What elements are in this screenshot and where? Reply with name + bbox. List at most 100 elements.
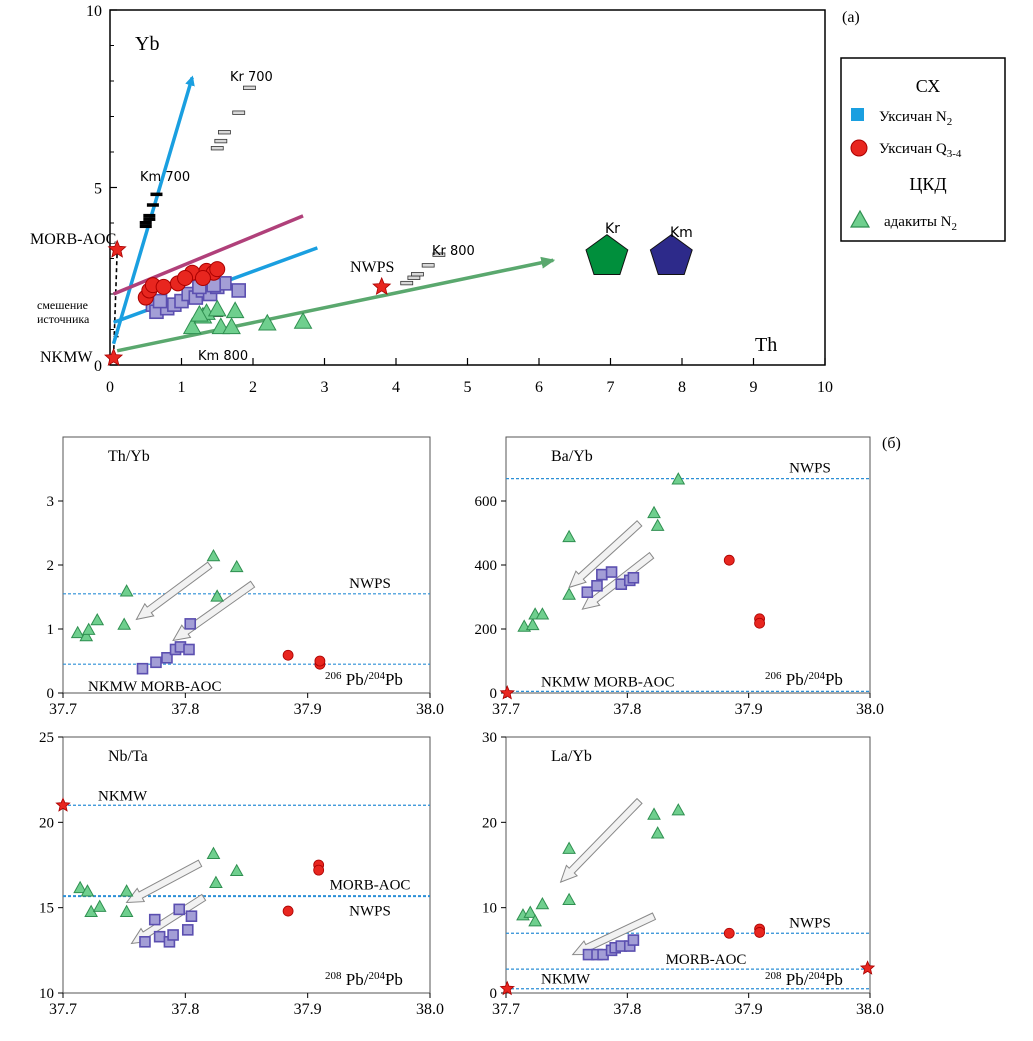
adakite-point	[562, 892, 576, 906]
kr700-tick	[243, 85, 256, 90]
subchart-xlabel: 206 Pb/204Pb	[325, 670, 403, 689]
km-pentagon	[649, 234, 693, 275]
reference-line-label: NKMW MORB-AOC	[88, 679, 221, 695]
panel-b-label: (б)	[882, 435, 901, 452]
uksichan-q-point	[723, 554, 735, 566]
uksichan-q-point	[194, 270, 211, 287]
adakite-point	[229, 863, 244, 877]
y-tick-label: 400	[475, 558, 498, 574]
subchart-frame	[62, 436, 431, 694]
y-tick-label: 25	[39, 730, 54, 746]
adakite-point	[671, 803, 686, 816]
label-morb-aoc: MORB-AOC	[30, 231, 116, 248]
legend-frame	[840, 57, 1006, 242]
subchart-xlabel: 208 Pb/204Pb	[325, 970, 403, 989]
y-tick-label: 0	[94, 358, 102, 375]
kr700-tick	[232, 110, 246, 115]
kr800-tick	[400, 280, 414, 286]
x-tick-label: 37.9	[735, 1001, 763, 1018]
adakite-point	[528, 914, 542, 927]
adakite-point	[73, 880, 87, 894]
y-tick-label: 20	[482, 815, 497, 831]
uksichan-n2-point	[605, 566, 618, 578]
adakite-point	[257, 313, 277, 331]
x-tick-label: 38.0	[416, 1001, 444, 1018]
adakite-point	[210, 589, 224, 602]
label-km: Km	[670, 225, 693, 241]
subchart-frame	[505, 436, 871, 694]
subchart-th-yb: 37.7 37.8 37.9 38.0 0 1 2 3 Th/Yb 206 Pb/204Pb NWP…	[47, 436, 444, 718]
adakite-point	[535, 896, 550, 910]
label-kr700: Kr 700	[230, 70, 273, 85]
uksichan-n2-point	[139, 935, 151, 948]
uksichan-q-point	[155, 278, 172, 295]
adakite-point	[222, 317, 241, 335]
adakite-point	[671, 472, 686, 485]
label-km700: Km 700	[140, 170, 190, 185]
subchart-ylabel: La/Yb	[551, 748, 592, 765]
legend-item-1: Уксичан N2	[879, 109, 952, 128]
y-tick-label: 20	[39, 815, 54, 831]
y-tick-label: 10	[482, 901, 497, 917]
x-tick-label: 9	[750, 379, 758, 396]
uksichan-n2-point	[596, 568, 608, 581]
label-mixing-1: смешение	[37, 298, 88, 312]
star-nkmw	[499, 980, 515, 996]
subchart-ba-yb: 37.7 37.8 37.9 38.0 0 200 400 600 Ba/Yb 206 Pb/20…	[475, 436, 884, 718]
uksichan-n2-point	[627, 571, 640, 584]
km700-tick	[143, 213, 156, 218]
panel-a-frame	[109, 9, 826, 366]
adakite-point	[81, 622, 96, 635]
green-arrow	[116, 256, 556, 353]
legend-marker-triangle	[849, 209, 871, 228]
adakite-point	[525, 617, 540, 631]
subchart-ylabel: Nb/Ta	[108, 748, 148, 765]
x-tick-label: 3	[321, 379, 329, 396]
label-mixing-2: источника	[37, 312, 90, 326]
adakite-point	[650, 826, 665, 839]
adakite-point	[647, 807, 661, 820]
reference-line-label: NKMW MORB-AOC	[541, 674, 674, 690]
adakite-point	[229, 559, 244, 573]
x-tick-label: 37.7	[492, 701, 520, 718]
adakite-point	[650, 518, 665, 531]
y-tick-label: 15	[39, 901, 54, 917]
adakite-point	[206, 548, 221, 562]
x-tick-label: 5	[464, 379, 472, 396]
adakite-point	[182, 317, 202, 335]
reference-line-label: NWPS	[349, 904, 391, 920]
x-tick-label: 37.8	[613, 701, 641, 718]
y-tick-label: 2	[47, 558, 55, 574]
adakite-point	[79, 628, 94, 642]
adakite-point	[523, 905, 538, 918]
adakite-point	[119, 904, 134, 917]
panel-a-xlabel: Th	[755, 334, 777, 356]
y-tick-label: 3	[47, 494, 55, 510]
uksichan-q-point	[209, 261, 226, 278]
y-tick-label: 30	[482, 730, 497, 746]
adakite-point	[225, 301, 245, 319]
x-tick-label: 4	[392, 379, 400, 396]
adakite-point	[535, 607, 550, 620]
x-tick-label: 37.8	[613, 1001, 641, 1018]
y-tick-label: 0	[490, 986, 498, 1002]
legend-item-3: адакиты N2	[884, 214, 957, 233]
reference-line-label: NWPS	[789, 915, 831, 931]
x-tick-label: 37.9	[294, 701, 322, 718]
legend-item-2: Уксичан Q3-4	[879, 141, 962, 160]
legend-marker-circle	[850, 139, 868, 157]
x-tick-label: 37.9	[294, 1001, 322, 1018]
kr700-tick	[217, 130, 231, 135]
uksichan-n2-point	[152, 293, 168, 309]
kr800-tick	[411, 272, 424, 277]
uksichan-q-point	[313, 864, 325, 876]
panel-a-marks	[104, 85, 693, 367]
x-tick-label: 37.7	[492, 1001, 520, 1018]
subchart-la-yb: 37.7 37.8 37.9 38.0 0 10 20 30 La/Yb 208 Pb/204Pb…	[482, 730, 884, 1018]
x-tick-label: 10	[817, 379, 833, 396]
km700-tick	[146, 203, 159, 207]
subchart-frame	[62, 736, 431, 994]
star-nkmw	[104, 347, 124, 367]
x-tick-label: 37.9	[735, 701, 763, 718]
